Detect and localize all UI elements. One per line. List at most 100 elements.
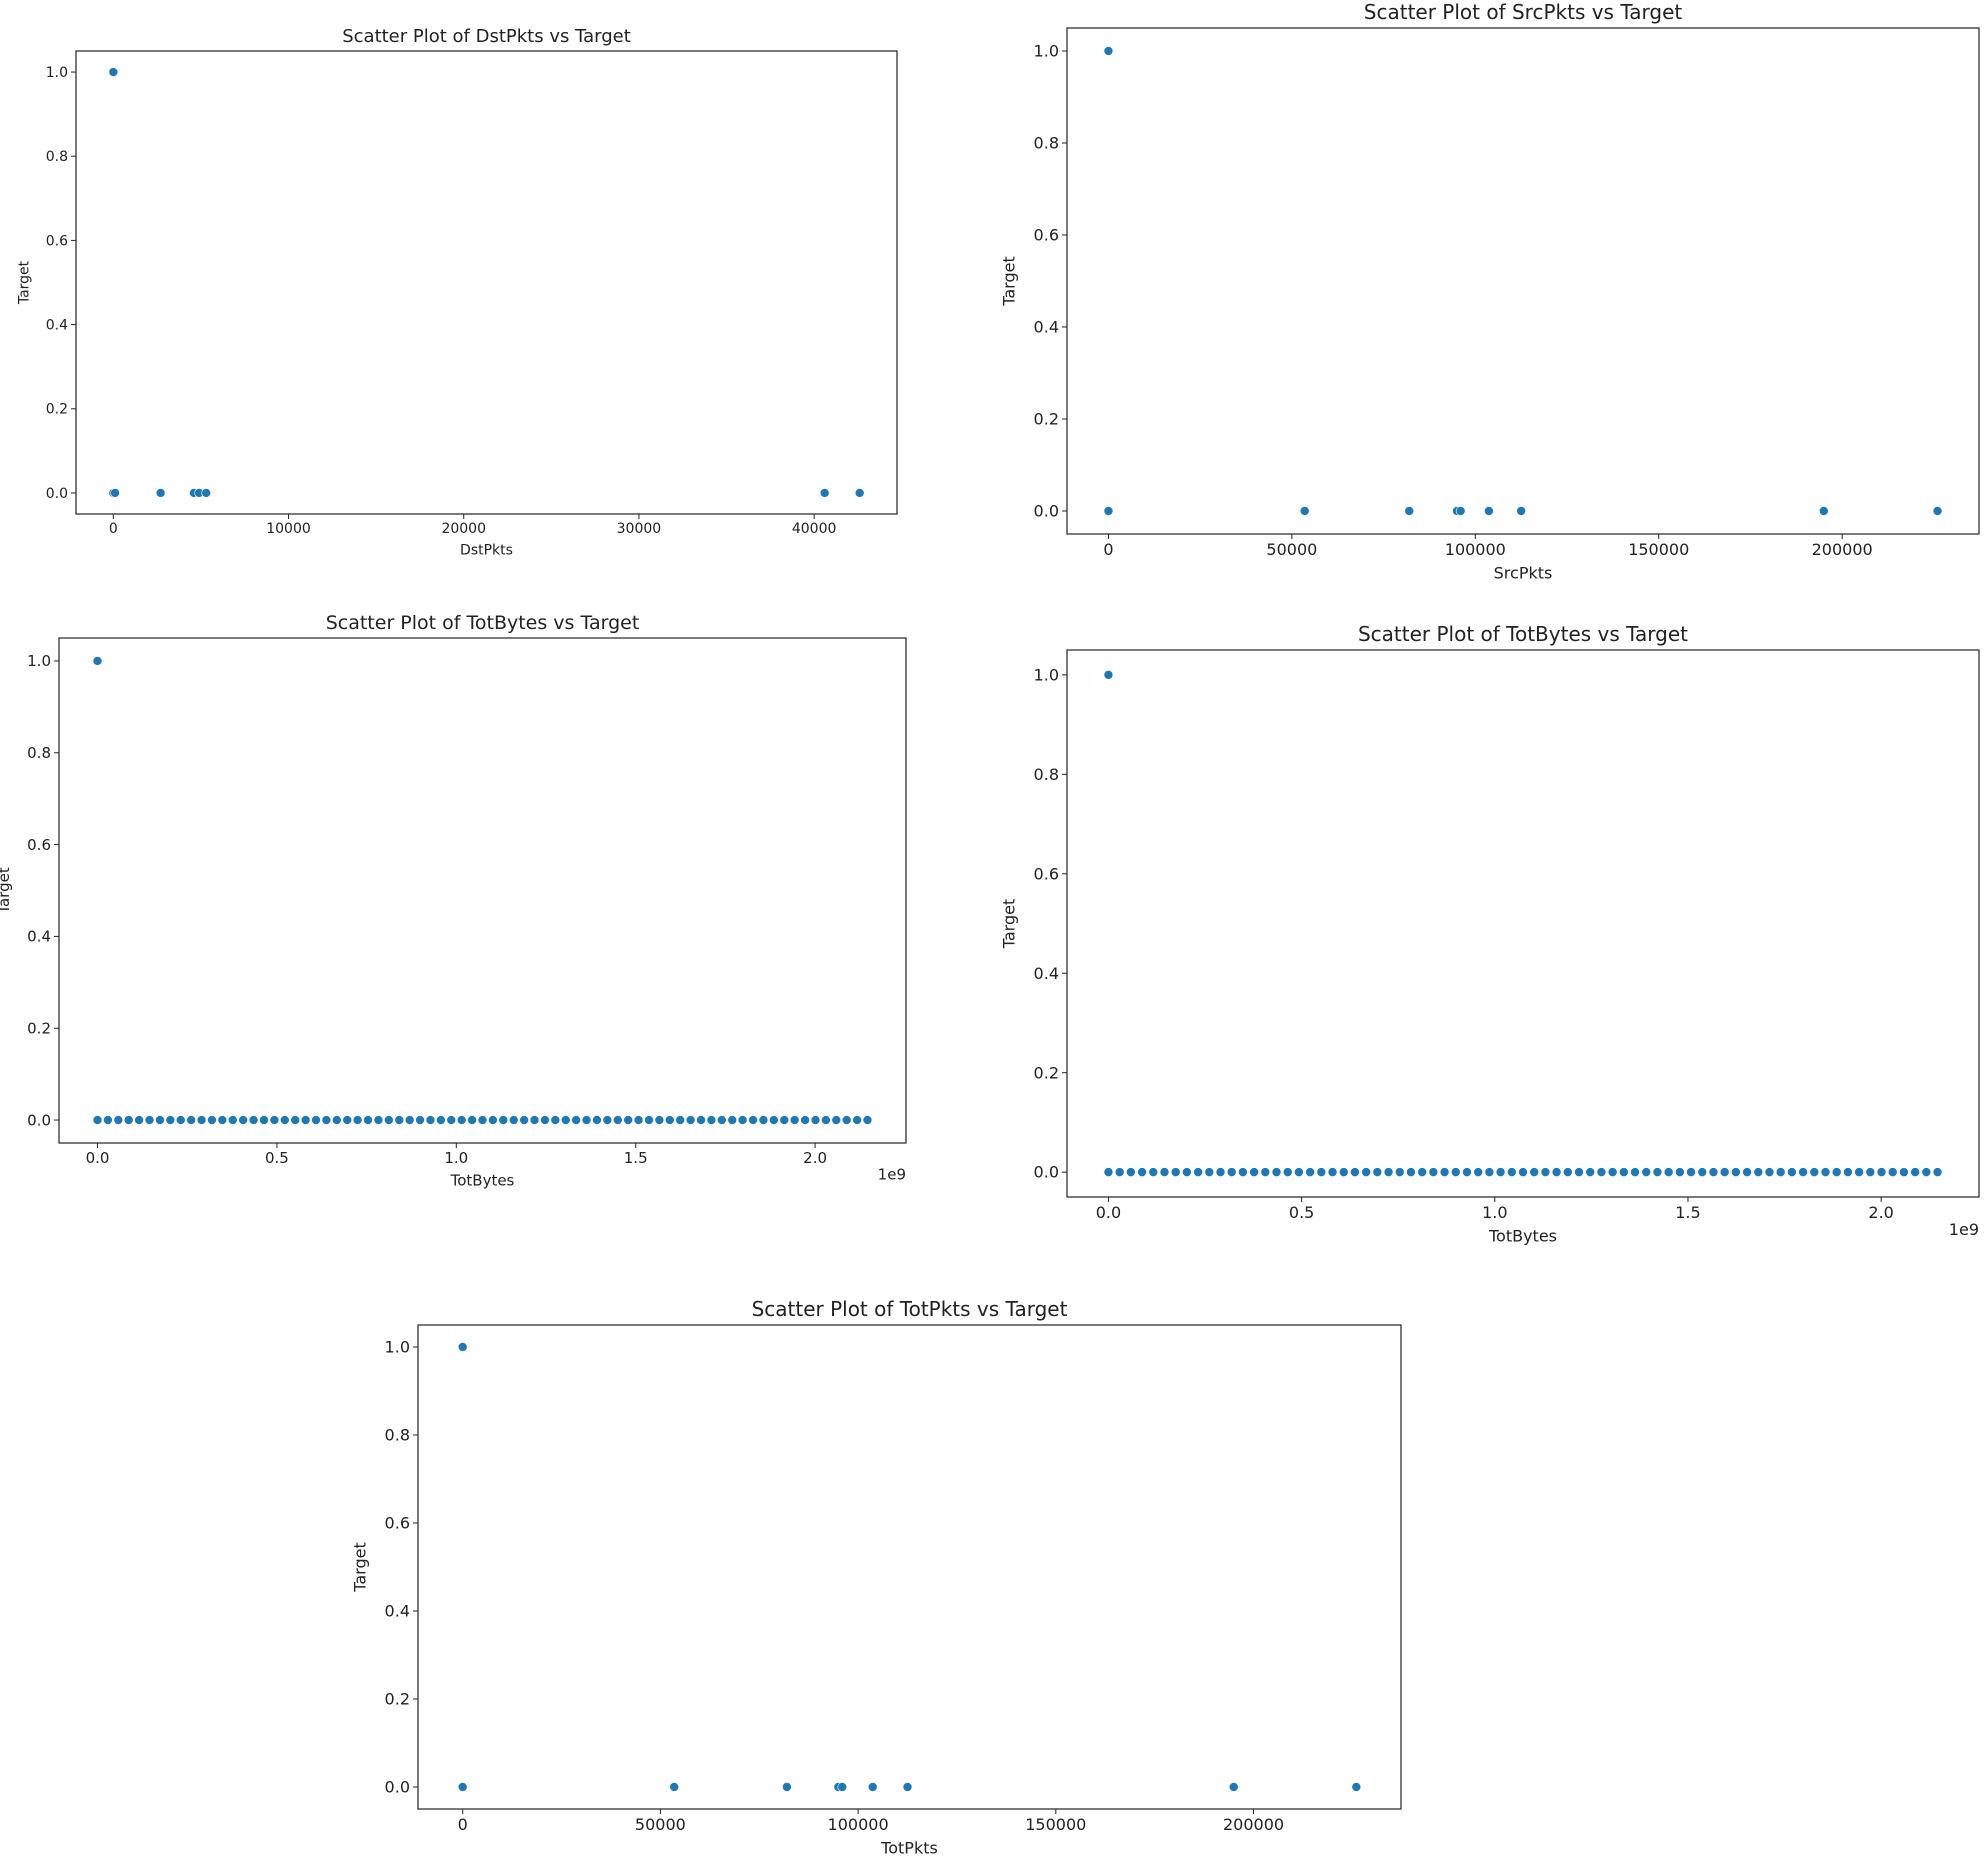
point — [854, 488, 865, 498]
point — [748, 1115, 758, 1125]
y-tick-label: 0.8 — [27, 744, 51, 762]
point — [1394, 1167, 1405, 1177]
point — [394, 1115, 405, 1125]
point — [92, 1115, 103, 1125]
point — [1103, 670, 1114, 680]
point — [1182, 1167, 1192, 1177]
point — [1338, 1167, 1349, 1177]
point — [779, 1115, 790, 1125]
point — [108, 67, 119, 77]
point — [612, 1115, 623, 1125]
point — [831, 1115, 842, 1125]
point — [1484, 1167, 1495, 1177]
point — [1372, 1167, 1383, 1177]
point — [404, 1115, 415, 1125]
x-tick-label: 50000 — [1266, 540, 1317, 559]
y-tick-label: 0.6 — [1034, 226, 1059, 245]
point — [1820, 1167, 1831, 1177]
point — [321, 1115, 332, 1125]
point — [248, 1115, 259, 1125]
y-axis-label: Target — [16, 260, 32, 305]
point — [664, 1115, 675, 1125]
point — [540, 1115, 550, 1125]
point — [789, 1115, 800, 1125]
point — [1551, 1167, 1562, 1177]
point — [363, 1115, 373, 1125]
point — [123, 1115, 134, 1125]
x-tick-label: 1.0 — [1482, 1203, 1507, 1222]
point — [1843, 1167, 1853, 1177]
y-tick-label: 0.4 — [1034, 964, 1059, 983]
point — [1764, 1167, 1775, 1177]
point — [1114, 1167, 1125, 1177]
point — [837, 1782, 848, 1792]
x-tick-label: 150000 — [1025, 1815, 1086, 1834]
point — [488, 1115, 498, 1125]
axes-frame — [75, 50, 898, 515]
y-tick-label: 0.4 — [46, 317, 68, 333]
point — [1462, 1167, 1472, 1177]
point — [290, 1115, 301, 1125]
point — [259, 1115, 269, 1125]
x-tick-label: 0 — [109, 521, 118, 537]
point — [103, 1115, 113, 1125]
point — [1351, 1782, 1362, 1792]
axes-frame — [1066, 27, 1980, 535]
x-tick-label: 1.0 — [444, 1149, 468, 1167]
point — [217, 1115, 228, 1125]
point — [1506, 1167, 1517, 1177]
point — [1137, 1167, 1147, 1177]
point — [1540, 1167, 1551, 1177]
point — [1663, 1167, 1674, 1177]
point — [1170, 1167, 1181, 1177]
point — [1932, 506, 1943, 516]
x-tick-label: 20000 — [441, 521, 486, 537]
y-tick-label: 1.0 — [27, 652, 51, 670]
x-tick-label: 0 — [1103, 540, 1113, 559]
point — [1159, 1167, 1170, 1177]
point — [592, 1115, 602, 1125]
axes-frame — [1066, 649, 1980, 1198]
y-tick-label: 0.0 — [385, 1778, 410, 1797]
chart-title: Scatter Plot of TotPkts vs Target — [752, 1297, 1068, 1321]
x-axis-label: TotBytes — [1488, 1226, 1557, 1245]
point — [1260, 1167, 1271, 1177]
point — [1450, 1167, 1461, 1177]
point — [1495, 1167, 1506, 1177]
point — [311, 1115, 321, 1125]
point — [1406, 1167, 1416, 1177]
point — [696, 1115, 706, 1125]
point — [1294, 1167, 1304, 1177]
chart-title: Scatter Plot of DstPkts vs Target — [342, 26, 631, 47]
point — [654, 1115, 665, 1125]
y-tick-label: 0.6 — [385, 1514, 410, 1533]
x-tick-label: 150000 — [1628, 540, 1689, 559]
x-tick-label: 50000 — [635, 1815, 686, 1834]
point — [1596, 1167, 1607, 1177]
point — [1563, 1167, 1573, 1177]
point — [1697, 1167, 1708, 1177]
y-tick-label: 0.0 — [1034, 1163, 1059, 1182]
point — [717, 1115, 727, 1125]
y-tick-label: 0.6 — [46, 233, 68, 249]
point — [1809, 1167, 1820, 1177]
point — [1271, 1167, 1282, 1177]
point — [477, 1115, 488, 1125]
point — [1350, 1167, 1360, 1177]
point — [1361, 1167, 1371, 1177]
point — [862, 1115, 873, 1125]
point — [425, 1115, 436, 1125]
point — [186, 1115, 196, 1125]
y-tick-label: 0.4 — [27, 928, 51, 946]
point — [1619, 1167, 1629, 1177]
y-tick-label: 0.6 — [1034, 864, 1059, 883]
point — [300, 1115, 311, 1125]
point — [1887, 1167, 1898, 1177]
point — [1708, 1167, 1719, 1177]
point — [1516, 506, 1526, 516]
y-tick-label: 0.2 — [46, 402, 68, 418]
point — [727, 1115, 738, 1125]
point — [1204, 1167, 1215, 1177]
point — [1126, 1167, 1136, 1177]
